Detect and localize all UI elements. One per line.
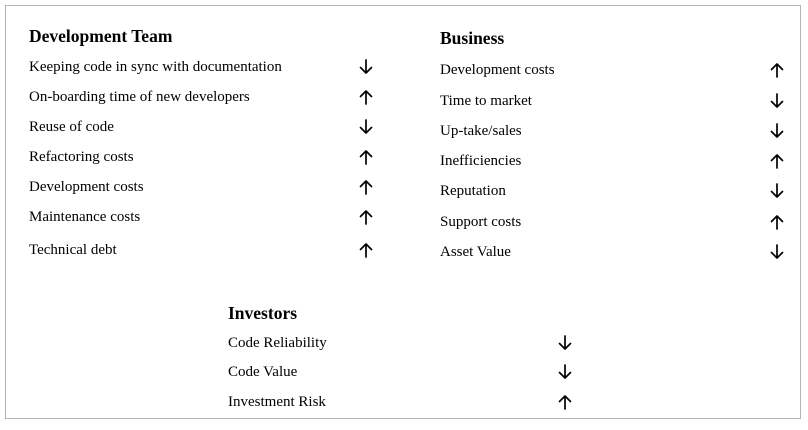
item-label: Maintenance costs <box>29 209 141 225</box>
item-label: Refactoring costs <box>29 149 134 165</box>
item-label: Code Reliability <box>228 335 327 351</box>
arrow-down-icon <box>557 333 573 353</box>
item-label: Reuse of code <box>29 119 114 135</box>
arrow-up-icon <box>358 207 374 227</box>
item-label: Reputation <box>440 183 506 199</box>
item-label: Asset Value <box>440 244 511 260</box>
item-label: Code Value <box>228 364 298 380</box>
arrow-up-icon <box>358 240 374 260</box>
diagram-frame: Development Team Keeping code in sync wi… <box>5 5 801 419</box>
arrow-down-icon <box>769 181 785 201</box>
item-label: On-boarding time of new developers <box>29 89 250 105</box>
item-label: Up-take/sales <box>440 123 522 139</box>
arrow-up-icon <box>358 147 374 167</box>
arrow-up-icon <box>358 177 374 197</box>
arrow-down-icon <box>358 117 374 137</box>
arrow-down-icon <box>769 121 785 141</box>
arrow-up-icon <box>769 212 785 232</box>
item-label: Keeping code in sync with documentation <box>29 59 282 75</box>
item-label: Development costs <box>440 62 555 78</box>
item-label: Technical debt <box>29 242 117 258</box>
arrow-up-icon <box>358 87 374 107</box>
arrow-up-icon <box>769 60 785 80</box>
arrow-up-icon <box>557 392 573 412</box>
item-label: Inefficiencies <box>440 153 522 169</box>
arrow-down-icon <box>769 91 785 111</box>
item-label: Time to market <box>440 93 532 109</box>
arrow-down-icon <box>358 57 374 77</box>
arrow-down-icon <box>557 362 573 382</box>
group-title: Investors <box>228 303 298 323</box>
arrow-down-icon <box>769 242 785 262</box>
arrow-up-icon <box>769 151 785 171</box>
item-label: Support costs <box>440 214 522 230</box>
item-label: Development costs <box>29 179 144 195</box>
item-label: Investment Risk <box>228 394 326 410</box>
group-title: Development Team <box>29 26 173 46</box>
group-title: Business <box>440 28 505 48</box>
